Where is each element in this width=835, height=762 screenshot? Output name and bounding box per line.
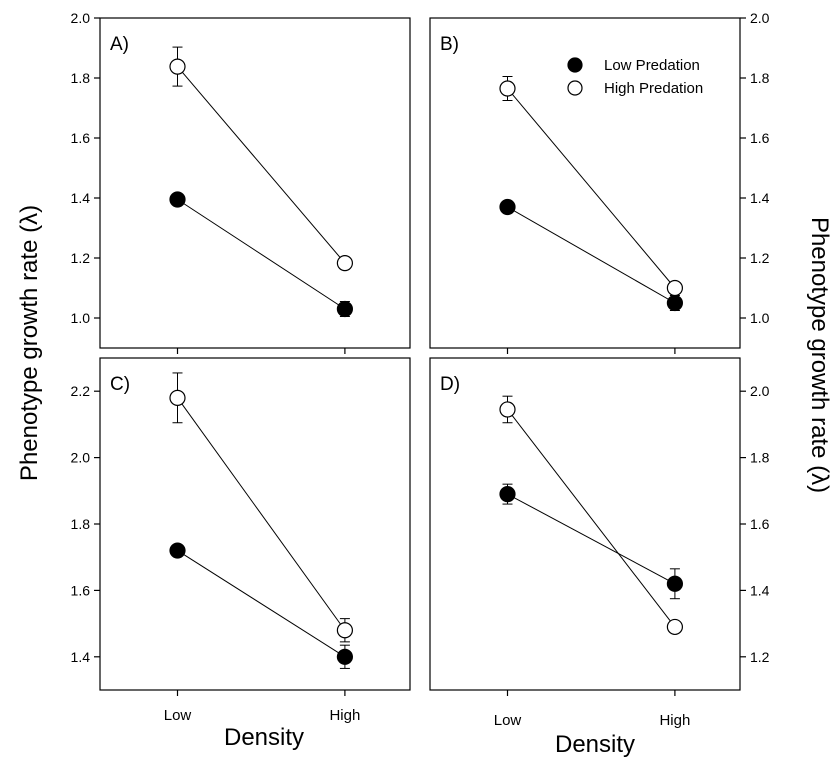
series-line-low-predation <box>507 206 676 304</box>
data-point-high-predation <box>169 58 186 75</box>
x-axis-title-left: Density <box>224 724 304 751</box>
y-tick-label-c: 2.2 <box>71 383 91 399</box>
x-category-label-high: High <box>659 712 690 729</box>
data-point-low-predation <box>336 648 353 665</box>
panel-label-d: D) <box>440 374 460 395</box>
panel-label-b: B) <box>440 34 459 55</box>
y-tick-label-d: 1.6 <box>750 516 770 532</box>
y-tick-label-d: 1.2 <box>750 649 770 665</box>
y-tick-label-a: 1.0 <box>71 310 91 326</box>
panel-label-a: A) <box>110 34 129 55</box>
data-point-high-predation <box>499 401 516 418</box>
y-tick-label-d: 1.8 <box>750 450 770 466</box>
data-point-high-predation <box>666 618 684 636</box>
y-tick-label-d: 1.4 <box>750 582 770 598</box>
panel-frame-a <box>99 17 411 349</box>
legend-marker-low-predation <box>567 57 583 73</box>
x-category-label-low: Low <box>164 707 192 724</box>
y-tick-label-a: 1.6 <box>71 130 91 146</box>
y-tick-label-c: 1.4 <box>71 649 91 665</box>
panel-frame-d <box>429 357 741 691</box>
x-axis-title-right: Density <box>555 731 635 758</box>
series-line-low-predation <box>177 550 346 658</box>
data-point-high-predation <box>666 279 684 297</box>
series-line-high-predation <box>507 409 676 628</box>
panel-d: 1.2 1.4 1.6 1.8 2.0 Low High D) <box>429 357 770 729</box>
y-tick-label-b: 1.6 <box>750 130 770 146</box>
series-line-low-predation <box>507 493 676 585</box>
x-category-label-low: Low <box>494 712 522 729</box>
data-point-low-predation <box>499 486 516 503</box>
series-line-high-predation <box>507 88 676 289</box>
panel-frame-b <box>429 17 741 349</box>
panel-frame-c <box>99 357 411 691</box>
y-tick-label-b: 1.2 <box>750 250 770 266</box>
x-category-label-high: High <box>329 707 360 724</box>
y-tick-label-a: 1.2 <box>71 250 91 266</box>
data-point-high-predation <box>336 255 353 272</box>
panel-c: 1.4 1.6 1.8 2.0 2.2 Low High C) <box>71 357 411 724</box>
panel-a: 1.0 1.2 1.4 1.6 1.8 2.0 A) <box>71 10 411 354</box>
y-tick-label-c: 1.8 <box>71 516 91 532</box>
data-point-low-predation <box>666 575 684 592</box>
data-point-low-predation <box>666 294 684 312</box>
y-tick-label-b: 2.0 <box>750 10 770 26</box>
y-axis-title-left: Phenotype growth rate (λ) <box>16 205 43 481</box>
y-tick-label-a: 1.8 <box>71 70 91 86</box>
legend: Low Predation High Predation <box>567 57 703 97</box>
series-line-low-predation <box>177 199 346 310</box>
data-point-low-predation <box>169 191 186 208</box>
y-axis-title-right: Phenotype growth rate (λ) <box>806 217 833 493</box>
y-tick-label-d: 2.0 <box>750 383 770 399</box>
legend-marker-high-predation <box>567 80 583 96</box>
data-point-high-predation <box>499 80 516 97</box>
legend-label-low-predation: Low Predation <box>604 57 700 74</box>
series-line-high-predation <box>177 397 346 631</box>
data-point-high-predation <box>336 622 353 639</box>
y-tick-label-b: 1.8 <box>750 70 770 86</box>
panel-b: 1.0 1.2 1.4 1.6 1.8 2.0 B) <box>429 10 770 354</box>
y-tick-label-c: 1.6 <box>71 582 91 598</box>
y-tick-label-b: 1.0 <box>750 310 770 326</box>
y-tick-label-a: 2.0 <box>71 10 91 26</box>
data-point-low-predation <box>169 542 186 559</box>
data-point-low-predation <box>336 300 353 318</box>
y-tick-label-c: 2.0 <box>71 450 91 466</box>
data-point-low-predation <box>499 198 516 216</box>
series-line-high-predation <box>177 66 346 264</box>
panel-label-c: C) <box>110 374 130 395</box>
data-point-high-predation <box>169 389 186 406</box>
y-tick-label-b: 1.4 <box>750 190 770 206</box>
y-tick-label-a: 1.4 <box>71 190 91 206</box>
legend-label-high-predation: High Predation <box>604 80 703 97</box>
